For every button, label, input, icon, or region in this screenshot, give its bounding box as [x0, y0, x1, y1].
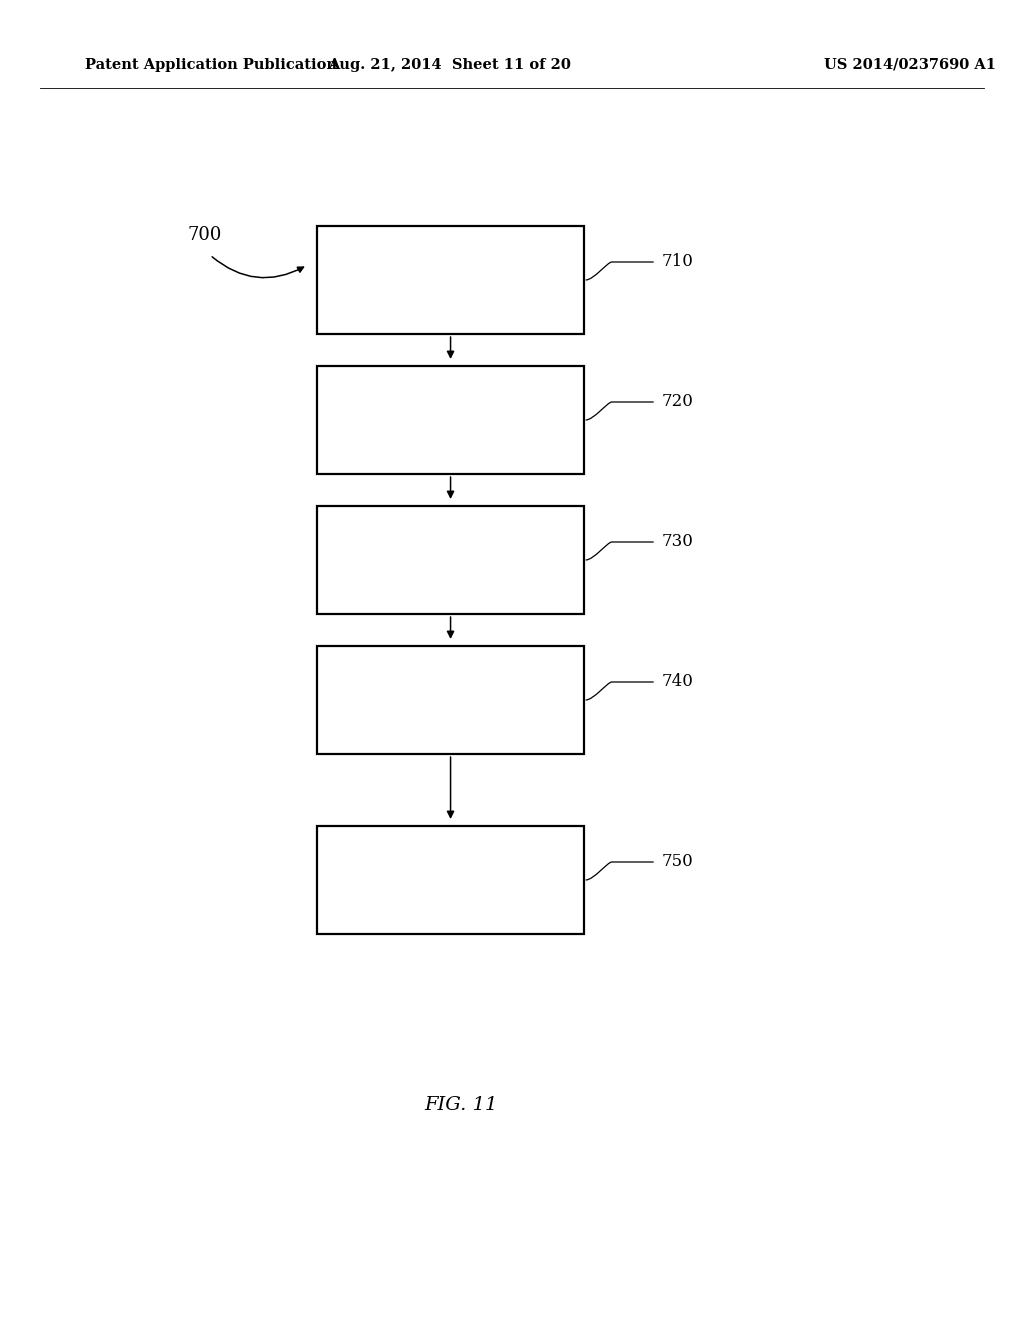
Text: 750: 750	[662, 854, 693, 870]
Text: 720: 720	[662, 393, 693, 411]
Bar	[317, 226, 584, 334]
Text: 700: 700	[187, 226, 222, 244]
Text: Patent Application Publication: Patent Application Publication	[85, 58, 337, 73]
Bar	[317, 645, 584, 754]
Text: FIG. 11: FIG. 11	[424, 1096, 498, 1114]
Text: US 2014/0237690 A1: US 2014/0237690 A1	[824, 58, 996, 73]
Text: 710: 710	[662, 253, 693, 271]
Bar	[317, 826, 584, 935]
Text: 730: 730	[662, 533, 693, 550]
Bar	[317, 506, 584, 614]
Text: Aug. 21, 2014  Sheet 11 of 20: Aug. 21, 2014 Sheet 11 of 20	[329, 58, 571, 73]
Text: 740: 740	[662, 673, 693, 690]
Bar	[317, 366, 584, 474]
